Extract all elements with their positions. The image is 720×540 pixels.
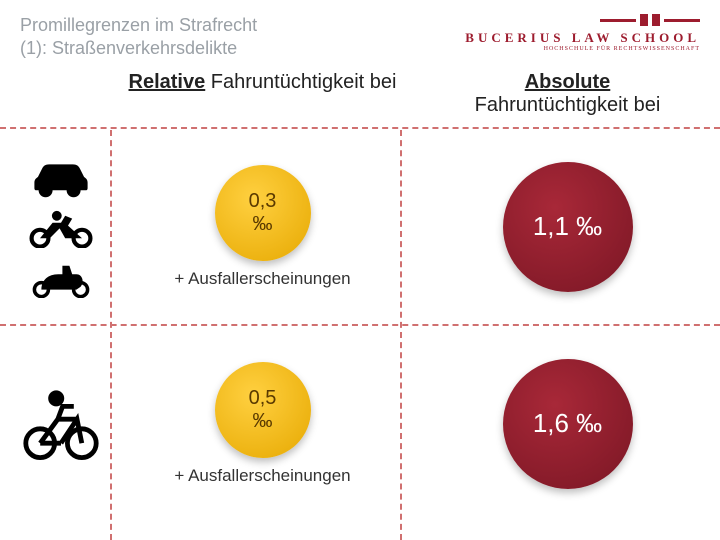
vehicle-icons-bicycle	[0, 384, 110, 464]
vehicle-icons-motorized	[0, 156, 110, 298]
relative-limit-circle: 0,5 ‰	[215, 362, 311, 458]
absolute-limit-circle: 1,6 ‰	[503, 359, 633, 489]
logo-subtext: HOCHSCHULE FÜR RECHTSWISSENSCHAFT	[465, 46, 700, 52]
logo: BUCERIUS LAW SCHOOL HOCHSCHULE FÜR RECHT…	[465, 14, 700, 52]
relative-limit-circle: 0,3 ‰	[215, 165, 311, 261]
car-icon	[26, 156, 96, 198]
divider-v-2	[400, 130, 402, 540]
motorcycle-icon	[26, 206, 96, 248]
cell-relative-bicycle: 0,5 ‰ + Ausfallerscheinungen	[110, 362, 415, 486]
table-row: 0,3 ‰ + Ausfallerscheinungen 1,1 ‰	[0, 129, 720, 324]
page-title-line2: (1): Straßenverkehrsdelikte	[20, 37, 257, 60]
absolute-limit-circle: 1,1 ‰	[503, 162, 633, 292]
cell-absolute-motorized: 1,1 ‰	[415, 162, 720, 292]
logo-mark-icon	[465, 14, 700, 26]
relative-note: + Ausfallerscheinungen	[174, 466, 350, 486]
cell-absolute-bicycle: 1,6 ‰	[415, 359, 720, 489]
column-header-relative: Relative Fahruntüchtigkeit bei	[110, 71, 415, 117]
bicycle-icon	[21, 384, 101, 464]
divider-v-1	[110, 130, 112, 540]
cell-relative-motorized: 0,3 ‰ + Ausfallerscheinungen	[110, 165, 415, 289]
relative-note: + Ausfallerscheinungen	[174, 269, 350, 289]
page-title-line1: Promillegrenzen im Strafrecht	[20, 14, 257, 37]
scooter-icon	[26, 256, 96, 298]
table-row: 0,5 ‰ + Ausfallerscheinungen 1,6 ‰	[0, 326, 720, 521]
column-header-absolute: Absolute Fahruntüchtigkeit bei	[415, 71, 720, 117]
logo-text: BUCERIUS LAW SCHOOL	[465, 30, 700, 46]
